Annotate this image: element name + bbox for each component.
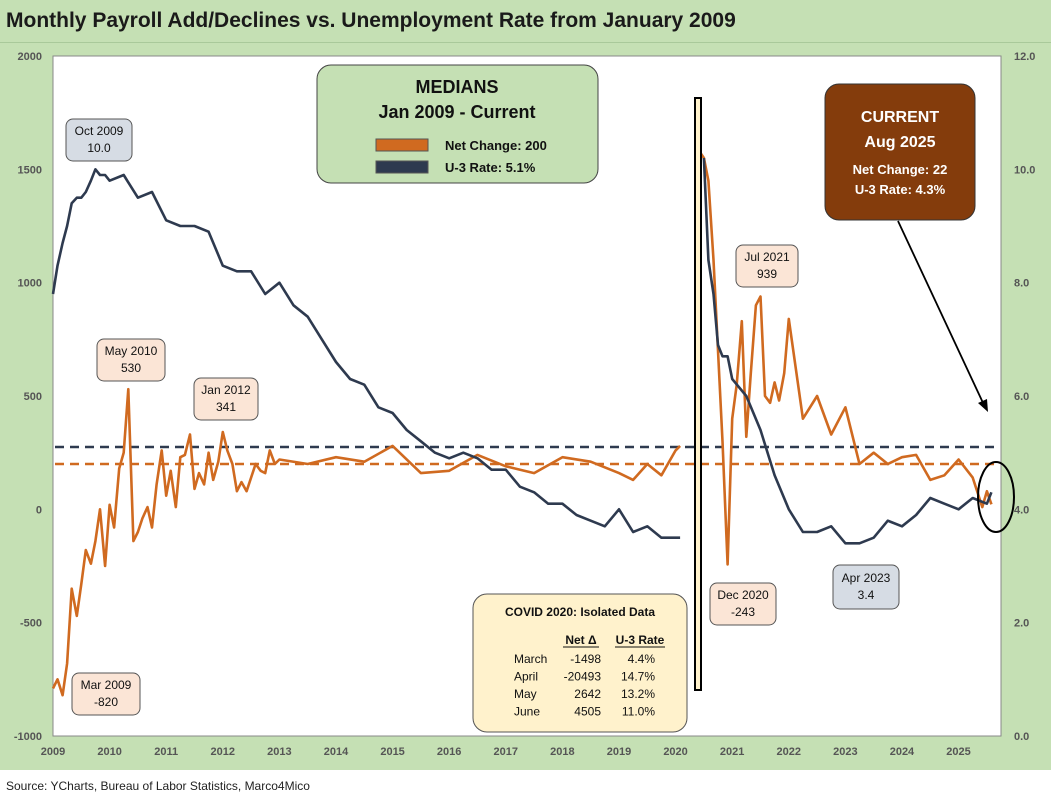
- current-line-1: CURRENT: [861, 109, 939, 126]
- x-tick: 2022: [777, 746, 801, 758]
- callout-mar2009: Mar 2009 -820: [71, 672, 141, 716]
- y-right-tick: 6.0: [1014, 391, 1029, 403]
- x-tick: 2023: [833, 746, 857, 758]
- x-tick: 2009: [41, 746, 65, 758]
- callout-dec2020-value: -243: [731, 605, 755, 619]
- callout-oct2009: Oct 2009 10.0: [65, 118, 133, 162]
- covid-row-net: -20493: [564, 670, 602, 684]
- y-left-tick: 2000: [18, 51, 42, 63]
- y-right-ticks: 12.0 10.0 8.0 6.0 4.0 2.0 0.0: [1014, 51, 1035, 743]
- legend-swatch-net: [375, 138, 429, 152]
- covid-row-month: May: [514, 687, 537, 701]
- covid-gap-bar: [694, 97, 702, 691]
- x-tick: 2018: [550, 746, 574, 758]
- x-tick: 2016: [437, 746, 461, 758]
- legend-u3-label: U-3 Rate: 5.1%: [445, 160, 536, 175]
- medians-box: MEDIANS Jan 2009 - Current Net Change: 2…: [316, 64, 599, 184]
- callout-jul2021: Jul 2021 939: [735, 244, 799, 288]
- x-tick: 2011: [154, 746, 178, 758]
- current-line-3: Net Change: 22: [853, 162, 948, 177]
- y-right-tick: 8.0: [1014, 278, 1029, 290]
- median-lines: [55, 445, 999, 466]
- current-box: CURRENT Aug 2025 Net Change: 22 U-3 Rate…: [824, 83, 976, 221]
- callout-jan2012: Jan 2012 341: [193, 377, 259, 421]
- series-layer: [51, 150, 993, 697]
- x-tick: 2021: [720, 746, 744, 758]
- x-tick: 2010: [97, 746, 121, 758]
- covid-box: COVID 2020: Isolated Data Net Δ U-3 Rate…: [472, 593, 688, 733]
- y-left-tick: -1000: [14, 731, 42, 743]
- covid-title: COVID 2020: Isolated Data: [505, 605, 655, 619]
- current-arrow: [897, 220, 985, 406]
- u3-rate-line: [51, 168, 681, 540]
- y-left-tick: 1500: [18, 164, 42, 176]
- y-right-tick: 0.0: [1014, 731, 1029, 743]
- covid-row-net: -1498: [570, 652, 601, 666]
- callout-may2010-value: 530: [121, 361, 141, 375]
- chart-svg: 2000 1500 1000 500 0 -500 -1000 12.0 10.0 8.0 6.0…: [14, 51, 1036, 758]
- x-tick: 2012: [211, 746, 235, 758]
- callout-dec2020: Dec 2020 -243: [709, 582, 777, 626]
- callout-oct2009-value: 10.0: [87, 141, 111, 155]
- callout-jul2021-label: Jul 2021: [744, 250, 790, 264]
- legend-net-label: Net Change: 200: [445, 138, 547, 153]
- y-right-tick: 4.0: [1014, 504, 1029, 516]
- current-arrow-head: [978, 399, 988, 412]
- callout-apr2023-value: 3.4: [858, 588, 875, 602]
- current-line-4: U-3 Rate: 4.3%: [855, 182, 946, 197]
- y-left-ticks: 2000 1500 1000 500 0 -500 -1000: [14, 51, 42, 743]
- covid-row-u3: 13.2%: [621, 687, 655, 701]
- x-tick: 2025: [946, 746, 970, 758]
- medians-title-1: MEDIANS: [415, 77, 498, 97]
- source-note: Source: YCharts, Bureau of Labor Statist…: [6, 779, 310, 793]
- covid-rows: March -1498 4.4% April -20493 14.7% May 2642 13.…: [514, 652, 655, 719]
- title-bar: Monthly Payroll Add/Declines vs. Unemplo…: [0, 0, 1051, 43]
- legend-swatch-u3: [375, 160, 429, 174]
- callout-jul2021-value: 939: [757, 267, 777, 281]
- y-left-tick: -500: [20, 618, 42, 630]
- callout-apr2023: Apr 2023 3.4: [832, 564, 900, 610]
- callout-mar2009-value: -820: [94, 695, 118, 709]
- x-tick: 2014: [324, 746, 349, 758]
- covid-row-u3: 4.4%: [628, 652, 656, 666]
- current-highlight-ellipse: [977, 461, 1015, 533]
- u3-rate-line: [702, 157, 993, 545]
- y-left-tick: 500: [24, 391, 42, 403]
- covid-row-month: June: [514, 705, 540, 719]
- covid-row-net: 4505: [574, 705, 601, 719]
- x-tick: 2020: [663, 746, 687, 758]
- x-tick: 2017: [494, 746, 518, 758]
- x-tick: 2013: [267, 746, 291, 758]
- x-tick: 2024: [890, 746, 915, 758]
- medians-title-2: Jan 2009 - Current: [378, 102, 535, 122]
- x-tick: 2015: [380, 746, 404, 758]
- x-tick: 2019: [607, 746, 631, 758]
- y-right-tick: 10.0: [1014, 164, 1035, 176]
- callout-apr2023-label: Apr 2023: [842, 571, 891, 585]
- callout-dec2020-label: Dec 2020: [717, 588, 769, 602]
- covid-row-u3: 14.7%: [621, 670, 655, 684]
- net-change-line: [698, 150, 993, 566]
- y-left-tick: 1000: [18, 278, 42, 290]
- callout-oct2009-label: Oct 2009: [75, 124, 124, 138]
- callout-may2010: May 2010 530: [96, 338, 166, 382]
- callout-mar2009-label: Mar 2009: [81, 678, 132, 692]
- chart-title: Monthly Payroll Add/Declines vs. Unemplo…: [6, 9, 736, 32]
- covid-row-month: March: [514, 652, 547, 666]
- y-right-tick: 2.0: [1014, 618, 1029, 630]
- y-left-tick: 0: [36, 504, 42, 516]
- net-change-line: [51, 387, 682, 697]
- current-line-2: Aug 2025: [864, 134, 935, 151]
- covid-col-u3: U-3 Rate: [616, 633, 665, 647]
- covid-col-net: Net Δ: [565, 633, 597, 647]
- callout-may2010-label: May 2010: [105, 344, 158, 358]
- callout-jan2012-label: Jan 2012: [201, 383, 251, 397]
- covid-row-net: 2642: [574, 687, 601, 701]
- y-right-tick: 12.0: [1014, 51, 1035, 63]
- callout-jan2012-value: 341: [216, 400, 236, 414]
- chart-area: 2000 1500 1000 500 0 -500 -1000 12.0 10.0 8.0 6.0…: [0, 43, 1051, 770]
- covid-row-u3: 11.0%: [622, 705, 655, 719]
- covid-row-month: April: [514, 670, 538, 684]
- x-ticks: 2009 2010 2011 2012 2013 2014 2015 2016 2017 2018…: [41, 746, 971, 758]
